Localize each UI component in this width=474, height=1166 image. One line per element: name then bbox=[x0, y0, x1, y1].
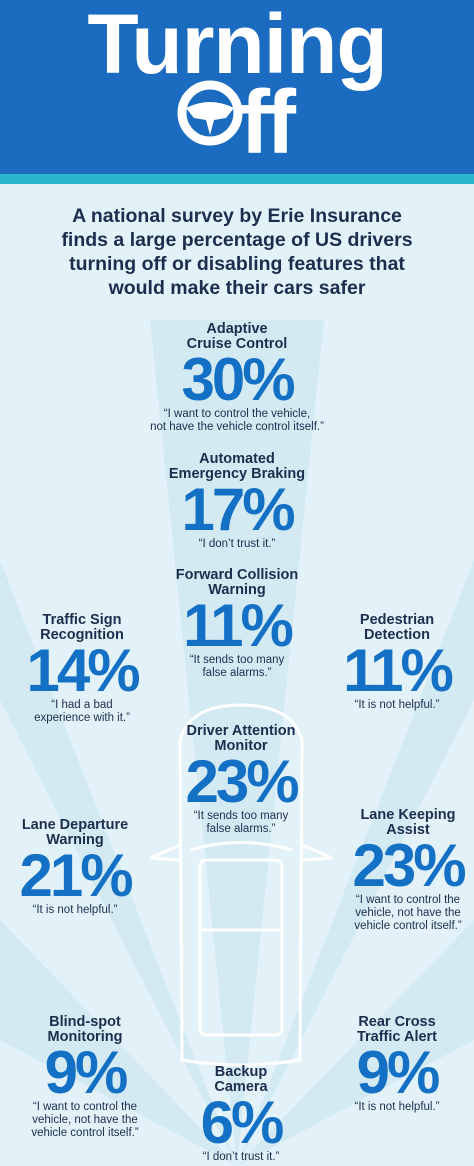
feature-name-line: Warning bbox=[208, 582, 266, 598]
feature-name-line: Forward Collision bbox=[175, 567, 299, 583]
feature-name: Backup Camera bbox=[141, 1065, 341, 1095]
feature: Lane Keeping Assist 23% “I want to control … bbox=[308, 808, 474, 933]
feature-name-line: Driver Attention bbox=[186, 723, 296, 739]
feature-name-line: Blind-spot bbox=[49, 1014, 121, 1030]
feature-quote-line: “I want to control the vehicle, bbox=[163, 408, 311, 420]
feature-quote: “I had a bad experience with it.” bbox=[0, 699, 182, 725]
feature-name: Lane Keeping Assist bbox=[308, 808, 474, 838]
feature-quote-line: “It sends too many bbox=[193, 810, 289, 822]
feature-name: Blind-spot Monitoring bbox=[0, 1015, 185, 1045]
feature-name-line: Recognition bbox=[40, 627, 124, 643]
feature-quote-line: not have the vehicle control itself.” bbox=[150, 421, 324, 433]
title-line1: Turning bbox=[87, 0, 387, 91]
feature-quote-line: “I had a bad bbox=[51, 699, 113, 711]
feature-name: Rear Cross Traffic Alert bbox=[297, 1015, 474, 1045]
intro: A national survey by Erie Insurance finds… bbox=[0, 204, 474, 300]
feature-percent: 23% bbox=[185, 748, 299, 815]
feature-name-line: Assist bbox=[386, 822, 430, 838]
feature-quote: “I want to control the vehicle, not have … bbox=[137, 408, 337, 434]
feature-quote: “It is not helpful.” bbox=[297, 699, 474, 712]
feature-name: Forward Collision Warning bbox=[137, 568, 337, 598]
feature-quote-line: vehicle, not have the bbox=[355, 907, 461, 919]
feature-quote: “I don’t trust it.” bbox=[137, 538, 337, 551]
feature-name: Traffic Sign Recognition bbox=[0, 613, 182, 643]
feature-name-line: Camera bbox=[214, 1079, 268, 1095]
feature-quote-line: “It is not helpful.” bbox=[32, 904, 118, 916]
feature-name-line: Warning bbox=[46, 832, 104, 848]
feature-name-line: Monitor bbox=[214, 738, 268, 754]
feature: Blind-spot Monitoring 9% “I want to control… bbox=[0, 1015, 185, 1140]
feature-name-line: Traffic Alert bbox=[356, 1029, 438, 1045]
feature-quote: “I don’t trust it.” bbox=[141, 1151, 341, 1164]
feature: Lane Departure Warning 21% “It is not helpf… bbox=[0, 818, 175, 917]
feature: Forward Collision Warning 11% “It sends too… bbox=[137, 568, 337, 680]
feature-percent: 23% bbox=[352, 832, 466, 899]
feature-name-line: Lane Keeping bbox=[360, 807, 456, 823]
feature-quote: “It sends too many false alarms.” bbox=[141, 810, 341, 836]
intro-line: finds a large percentage of US drivers bbox=[61, 229, 413, 251]
feature-quote-line: “I don’t trust it.” bbox=[202, 1151, 280, 1163]
feature-name-line: Detection bbox=[363, 627, 431, 643]
feature-name-line: Rear Cross bbox=[358, 1014, 436, 1030]
feature-percent: 6% bbox=[200, 1089, 285, 1156]
title-line2: ff bbox=[240, 73, 296, 173]
feature: Traffic Sign Recognition 14% “I had a bad ex… bbox=[0, 613, 182, 725]
feature-percent: 11% bbox=[183, 592, 294, 659]
feature-quote-line: “I want to control the bbox=[355, 894, 461, 906]
feature: Pedestrian Detection 11% “It is not helpful… bbox=[297, 613, 474, 712]
feature-name-line: Lane Departure bbox=[21, 817, 129, 833]
feature-quote: “I want to control the vehicle, not have … bbox=[308, 894, 474, 933]
feature-quote-line: “I don’t trust it.” bbox=[198, 538, 276, 550]
feature: Driver Attention Monitor 23% “It sends too … bbox=[141, 724, 341, 836]
feature-name: Lane Departure Warning bbox=[0, 818, 175, 848]
feature-quote-line: “I want to control the bbox=[32, 1101, 138, 1113]
feature-quote: “It is not helpful.” bbox=[297, 1101, 474, 1114]
feature-name: Driver Attention Monitor bbox=[141, 724, 341, 754]
feature-quote-line: vehicle, not have the bbox=[32, 1114, 138, 1126]
feature-quote-line: false alarms.” bbox=[202, 667, 272, 679]
feature-percent: 21% bbox=[19, 842, 133, 909]
feature-name: Adaptive Cruise Control bbox=[137, 322, 337, 352]
feature-percent: 30% bbox=[181, 346, 295, 413]
feature-quote-line: vehicle control itself.” bbox=[354, 920, 462, 932]
feature-quote: “I want to control the vehicle, not have … bbox=[0, 1101, 185, 1140]
feature-quote: “It sends too many false alarms.” bbox=[137, 654, 337, 680]
feature: Rear Cross Traffic Alert 9% “It is not help… bbox=[297, 1015, 474, 1114]
feature-name-line: Automated bbox=[199, 451, 275, 467]
feature: Automated Emergency Braking 17% “I don’t tr… bbox=[137, 452, 337, 551]
feature-quote-line: “It sends too many bbox=[189, 654, 285, 666]
feature-name-line: Pedestrian bbox=[359, 612, 435, 628]
feature: Backup Camera 6% “I don’t trust it.” bbox=[141, 1065, 341, 1164]
intro-line: would make their cars safer bbox=[108, 277, 366, 299]
feature-name-line: Monitoring bbox=[47, 1029, 123, 1045]
feature-percent: 9% bbox=[44, 1039, 129, 1106]
feature-percent: 14% bbox=[26, 637, 140, 704]
feature-quote-line: “It is not helpful.” bbox=[354, 1101, 440, 1113]
feature-name-line: Emergency Braking bbox=[168, 466, 306, 482]
intro-line: turning off or disabling features that bbox=[69, 253, 405, 275]
feature-name: Automated Emergency Braking bbox=[137, 452, 337, 482]
feature-percent: 17% bbox=[181, 476, 295, 543]
feature-name: Pedestrian Detection bbox=[297, 613, 474, 643]
feature-percent: 9% bbox=[356, 1039, 441, 1106]
feature-quote: “It is not helpful.” bbox=[0, 904, 175, 917]
feature: Adaptive Cruise Control 30% “I want to cont… bbox=[137, 322, 337, 434]
feature-name-line: Backup bbox=[214, 1064, 268, 1080]
feature-quote-line: “It is not helpful.” bbox=[354, 699, 440, 711]
feature-name-line: Traffic Sign bbox=[42, 612, 122, 628]
feature-quote-line: false alarms.” bbox=[206, 823, 276, 835]
stripe bbox=[0, 174, 474, 184]
feature-percent: 11% bbox=[343, 637, 454, 704]
feature-quote-line: experience with it.” bbox=[34, 712, 130, 724]
feature-quote-line: vehicle control itself.” bbox=[31, 1127, 139, 1139]
header: Turning ff bbox=[0, 0, 474, 174]
feature-name-line: Cruise Control bbox=[186, 336, 288, 352]
intro-line: A national survey by Erie Insurance bbox=[72, 205, 402, 227]
feature-name-line: Adaptive bbox=[206, 321, 268, 337]
steering-wheel-icon bbox=[177, 80, 243, 146]
